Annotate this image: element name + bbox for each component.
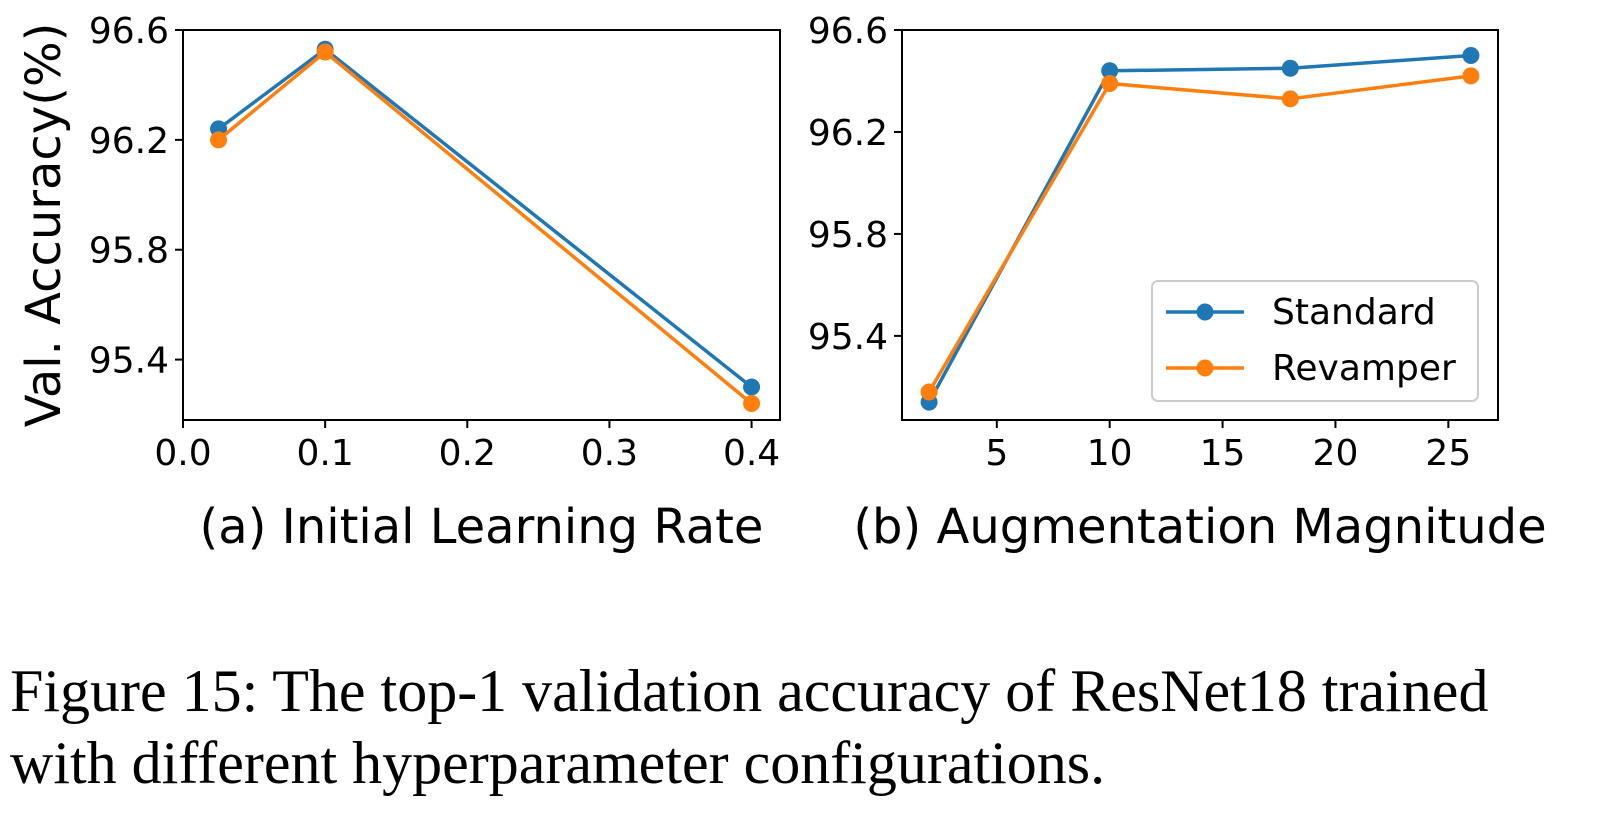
y-tick-label: 95.4 [808,317,888,358]
x-axis-label: (b) Augmentation Magnitude [853,499,1546,555]
data-point-revamper [1281,90,1299,108]
y-tick-label: 96.2 [89,121,169,162]
x-tick-label: 15 [1200,433,1246,474]
legend-label-revamper: Revamper [1272,348,1456,389]
x-tick-label: 0.0 [154,433,211,474]
figure-caption: Figure 15: The top-1 validation accuracy… [10,655,1610,799]
y-tick-label: 95.8 [808,215,888,256]
data-point-revamper [210,131,228,149]
data-point-revamper [920,383,938,401]
legend-marker-revamper [1196,359,1214,377]
y-tick-label: 96.6 [808,11,888,52]
y-tick-label: 96.2 [808,113,888,154]
series-line-revamper [217,50,753,405]
data-point-revamper [316,43,334,61]
y-tick-label: 96.6 [89,11,169,52]
figure: 0.0 0.1 0.2 0.3 0.4 95.4 95.8 96.2 96.6 (a) Initi… [16,11,1547,555]
plot-augmentation-magnitude: 5 10 15 20 25 95.4 95.8 96.2 96.6 (b) Augmentatio… [808,11,1547,555]
series-line-revamper [927,74,1472,393]
caption-line-1: Figure 15: The top-1 validation accuracy… [10,658,1489,724]
x-tick-label: 5 [985,433,1008,474]
y-tick-label: 95.4 [89,341,169,382]
axes-frame [901,29,1499,421]
data-point-revamper [743,395,761,413]
data-point-standard [743,378,761,396]
x-axis-label: (a) Initial Learning Rate [200,499,764,555]
x-tick-label: 0.2 [439,433,496,474]
y-axis-label: Val. Accuracy(%) [16,23,72,428]
x-tick-label: 25 [1425,433,1471,474]
data-point-revamper [1101,75,1119,93]
axes-frame [182,29,781,421]
data-point-standard [1281,59,1299,77]
data-point-standard [1462,46,1480,64]
caption-line-2: with different hyperparameter configurat… [10,730,1106,796]
legend-marker-standard [1196,303,1214,321]
x-tick-label: 20 [1313,433,1359,474]
x-tick-label: 0.1 [297,433,354,474]
legend-label-standard: Standard [1272,292,1436,333]
x-tick-label: 0.4 [723,433,780,474]
y-tick-label: 95.8 [89,231,169,272]
data-point-revamper [1462,67,1480,85]
legend: Standard Revamper [1151,280,1479,402]
data-point-standard [1101,62,1119,80]
plot-learning-rate: 0.0 0.1 0.2 0.3 0.4 95.4 95.8 96.2 96.6 (a) Initi… [16,11,781,555]
x-tick-label: 0.3 [581,433,638,474]
x-tick-label: 10 [1087,433,1133,474]
